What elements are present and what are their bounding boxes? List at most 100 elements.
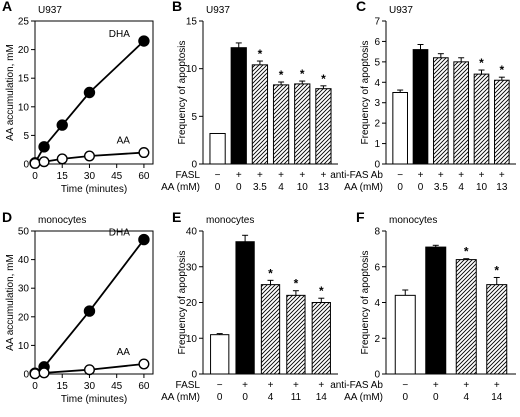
data-point — [138, 233, 150, 246]
category-sign: + — [268, 380, 274, 391]
x-tick-label: 30 — [84, 171, 96, 182]
category-sign: − — [402, 380, 408, 391]
category-dose: 0 — [215, 182, 221, 193]
category-dose: 0 — [433, 392, 439, 403]
bar — [412, 49, 429, 165]
panel-a: A U937 0 5 10 15 20 25 AA accumulation, mM 0 15 30 4… — [2, 0, 154, 195]
significance-marker: * — [464, 245, 469, 259]
category-sign: − — [217, 380, 223, 391]
y-tick-label: 20 — [18, 45, 30, 56]
panel-letter: F — [356, 209, 365, 225]
panel-letter: D — [2, 209, 12, 225]
x-axis-label: Time (minutes) — [61, 184, 127, 195]
y-tick-label: 40 — [186, 227, 198, 238]
data-point — [56, 119, 68, 131]
bar — [260, 284, 281, 375]
bar — [455, 259, 477, 375]
y-tick-label: 4 — [374, 78, 380, 89]
bar — [294, 83, 311, 165]
category-dose: 13 — [318, 182, 330, 193]
y-tick-label: 0 — [23, 370, 29, 381]
cell-label: U937 — [206, 5, 230, 16]
y-tick-label: 15 — [18, 74, 30, 85]
significance-marker: * — [258, 47, 263, 61]
y-tick-label: 25 — [18, 17, 30, 28]
y-tick-label: 0 — [191, 160, 197, 171]
y-tick-label: 0 — [374, 370, 380, 381]
bar — [235, 241, 255, 375]
category-sign: + — [463, 380, 469, 391]
cell-label: U937 — [38, 5, 62, 16]
data-point — [38, 156, 50, 168]
category-dose: 3.5 — [253, 182, 267, 193]
category-sign: + — [299, 170, 305, 181]
y-tick-label: 5 — [191, 112, 197, 123]
category-sign: + — [418, 170, 424, 181]
significance-marker: * — [319, 284, 324, 298]
category-sign: + — [257, 170, 263, 181]
category-dose: 10 — [297, 182, 309, 193]
bar — [425, 246, 447, 375]
bar — [209, 132, 226, 165]
y-tick-label: 5 — [23, 131, 29, 142]
category-dose: 14 — [316, 392, 328, 403]
x-tick-label: 15 — [57, 171, 69, 182]
y-axis-label: Frequency of apoptosis — [177, 251, 188, 355]
data-point — [138, 358, 150, 370]
category-sign: + — [479, 170, 485, 181]
y-tick-label: 0 — [374, 160, 380, 171]
bar — [453, 61, 469, 165]
y-axis-label: AA accumulation, mM — [5, 254, 16, 351]
panel-letter: A — [2, 0, 12, 14]
plot-frame — [34, 20, 154, 165]
category-dose: 3.5 — [434, 182, 448, 193]
row-label-dose: AA (mM) — [161, 182, 200, 193]
y-tick-label: 7 — [374, 17, 380, 28]
category-dose: 0 — [242, 392, 248, 403]
row-label-treatment: FASL — [176, 170, 201, 181]
y-tick-label: 10 — [18, 341, 30, 352]
category-sign: − — [215, 170, 221, 181]
data-point — [83, 150, 95, 162]
data-point — [38, 141, 50, 153]
data-point — [83, 86, 96, 99]
category-sign: + — [293, 380, 299, 391]
y-tick-label: 2 — [374, 334, 380, 345]
series-label: DHA — [109, 29, 130, 40]
data-point — [38, 367, 50, 379]
row-label-treatment: anti-FAS Ab — [330, 170, 383, 181]
x-tick-label: 0 — [32, 381, 38, 392]
y-tick-label: 10 — [186, 334, 198, 345]
data-point — [83, 305, 96, 317]
data-point — [29, 157, 41, 169]
category-sign: + — [494, 380, 500, 391]
x-tick-label: 0 — [32, 171, 38, 182]
bar — [315, 88, 332, 165]
cell-label: monocytes — [206, 215, 254, 226]
y-tick-label: 8 — [374, 227, 380, 238]
series-label: AA — [117, 347, 131, 358]
series-label: DHA — [109, 228, 130, 239]
x-tick-label: 60 — [138, 171, 150, 182]
y-tick-label: 0 — [191, 370, 197, 381]
y-tick-label: 10 — [18, 102, 30, 113]
category-sign: + — [320, 170, 326, 181]
data-point — [138, 35, 150, 47]
category-dose: 0 — [418, 182, 424, 193]
data-point — [83, 364, 95, 376]
category-sign: + — [278, 170, 284, 181]
category-sign: + — [318, 380, 324, 391]
bar — [286, 294, 306, 375]
category-dose: 13 — [496, 182, 508, 193]
category-sign: + — [499, 170, 505, 181]
category-sign: + — [433, 380, 439, 391]
y-tick-label: 40 — [18, 255, 30, 266]
series-label: AA — [117, 136, 131, 147]
y-tick-label: 6 — [374, 37, 380, 48]
y-tick-label: 4 — [374, 298, 380, 309]
